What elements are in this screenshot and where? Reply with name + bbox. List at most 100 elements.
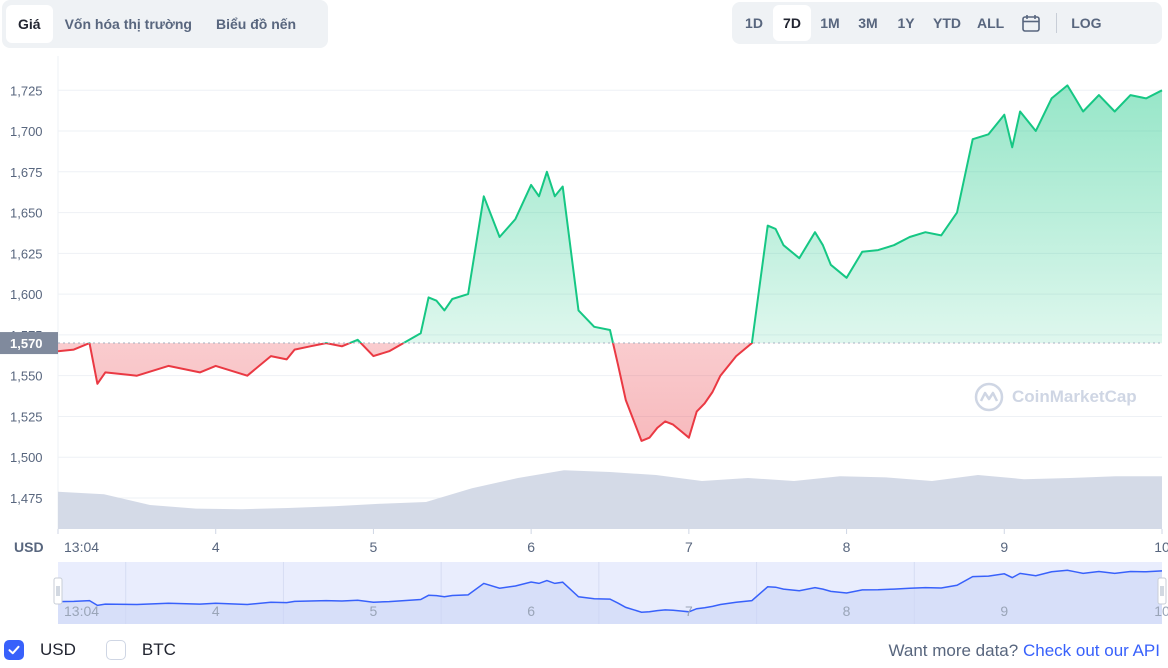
data-point: [1161, 90, 1163, 92]
navigator-handle-right[interactable]: [1157, 577, 1167, 605]
data-point: [310, 346, 312, 348]
data-point: [735, 355, 737, 357]
navigator-tick-label: 5: [370, 603, 378, 619]
tab-price[interactable]: Giá: [6, 5, 53, 43]
x-tick-label: 13:04: [64, 539, 99, 555]
baseline-label: 1,570: [10, 336, 43, 351]
data-point: [877, 249, 879, 251]
range-7d[interactable]: 7D: [773, 5, 811, 41]
data-point: [720, 375, 722, 377]
data-point: [341, 346, 343, 348]
data-point: [712, 391, 714, 393]
chart-type-tabs: Giá Vốn hóa thị trường Biểu đồ nến: [2, 0, 328, 48]
data-point: [546, 171, 548, 173]
volume-area: [58, 470, 1162, 529]
data-point: [530, 184, 532, 186]
y-tick-label: 1,700: [10, 124, 43, 139]
data-point: [751, 342, 753, 344]
coinmarketcap-logo-icon: [974, 382, 1004, 412]
navigator-tick-label: 7: [685, 603, 693, 619]
navigator-area: [58, 570, 1162, 624]
data-point: [1130, 94, 1132, 96]
data-point: [1114, 111, 1116, 113]
log-toggle[interactable]: LOG: [1071, 15, 1102, 31]
handle-grip: [53, 577, 63, 605]
range-3m[interactable]: 3M: [858, 15, 878, 31]
data-point: [1075, 98, 1077, 100]
y-tick-label: 1,725: [10, 83, 43, 98]
data-point: [554, 196, 556, 198]
data-point: [783, 244, 785, 246]
data-point: [625, 399, 627, 401]
data-point: [1145, 98, 1147, 100]
range-all[interactable]: ALL: [977, 15, 1005, 31]
navigator-tick-label: 10: [1154, 603, 1168, 619]
data-point: [428, 297, 430, 299]
handle-grip: [1157, 577, 1167, 605]
currency-legend: USD BTC: [4, 640, 206, 660]
range-ytd[interactable]: YTD: [933, 15, 961, 31]
data-point: [956, 212, 958, 214]
data-point: [617, 364, 619, 366]
data-point: [1082, 111, 1084, 113]
range-1y[interactable]: 1Y: [897, 15, 915, 31]
data-point: [499, 236, 501, 238]
range-1m[interactable]: 1M: [820, 15, 840, 31]
tab-market-cap[interactable]: Vốn hóa thị trường: [64, 16, 192, 32]
btc-label: BTC: [141, 640, 176, 659]
legend-btc[interactable]: BTC: [105, 640, 176, 660]
data-point: [641, 440, 643, 442]
legend-usd[interactable]: USD: [4, 640, 76, 660]
price-chart[interactable]: 1,4751,5001,5251,5501,5751,6001,6251,650…: [0, 56, 1168, 558]
data-point: [373, 355, 375, 357]
y-axis-unit-label: USD: [14, 539, 44, 555]
navigator-tick-label: 4: [212, 603, 220, 619]
data-point: [664, 421, 666, 423]
x-tick-label: 4: [212, 539, 220, 555]
data-point: [270, 355, 272, 357]
data-point: [846, 277, 848, 279]
btc-checkbox[interactable]: [105, 640, 126, 660]
data-point: [657, 427, 659, 429]
data-point: [325, 342, 327, 344]
data-point: [775, 228, 777, 230]
data-point: [515, 218, 517, 220]
data-point: [940, 235, 942, 237]
calendar-icon: [1022, 15, 1041, 32]
y-tick-label: 1,500: [10, 450, 43, 465]
data-point: [294, 349, 296, 351]
navigator-tick-label: 13:04: [64, 603, 99, 619]
data-point: [247, 375, 249, 377]
data-point: [215, 365, 217, 367]
x-tick-label: 9: [1000, 539, 1008, 555]
data-point: [1035, 130, 1037, 132]
data-point: [593, 326, 595, 328]
calendar-button[interactable]: [1012, 5, 1050, 41]
y-tick-label: 1,525: [10, 409, 43, 424]
usd-checkbox[interactable]: [4, 640, 24, 660]
data-point: [972, 138, 974, 140]
x-tick-label: 7: [685, 539, 693, 555]
data-point: [893, 244, 895, 246]
data-point: [704, 403, 706, 405]
tab-candlestick[interactable]: Biểu đồ nến: [216, 16, 297, 32]
data-point: [420, 333, 422, 335]
divider: [1056, 13, 1058, 33]
navigator-tick-label: 9: [1000, 603, 1008, 619]
y-tick-label: 1,625: [10, 246, 43, 261]
data-point: [136, 375, 138, 377]
range-1d[interactable]: 1D: [745, 15, 763, 31]
data-point: [357, 339, 359, 341]
api-link[interactable]: Check out our API: [1022, 641, 1160, 660]
range-navigator[interactable]: 13:04 4 5 6 7 8 9 10: [0, 560, 1168, 626]
y-tick-label: 1,550: [10, 369, 43, 384]
navigator-tick-label: 8: [843, 603, 851, 619]
data-point: [578, 310, 580, 312]
watermark-text: CoinMarketCap: [1012, 387, 1137, 406]
data-point: [830, 264, 832, 266]
y-tick-label: 1,650: [10, 206, 43, 221]
navigator-handle-left[interactable]: [53, 577, 63, 605]
x-tick-label: 6: [527, 539, 535, 555]
data-point: [436, 300, 438, 302]
x-tick-label: 10: [1154, 539, 1168, 555]
